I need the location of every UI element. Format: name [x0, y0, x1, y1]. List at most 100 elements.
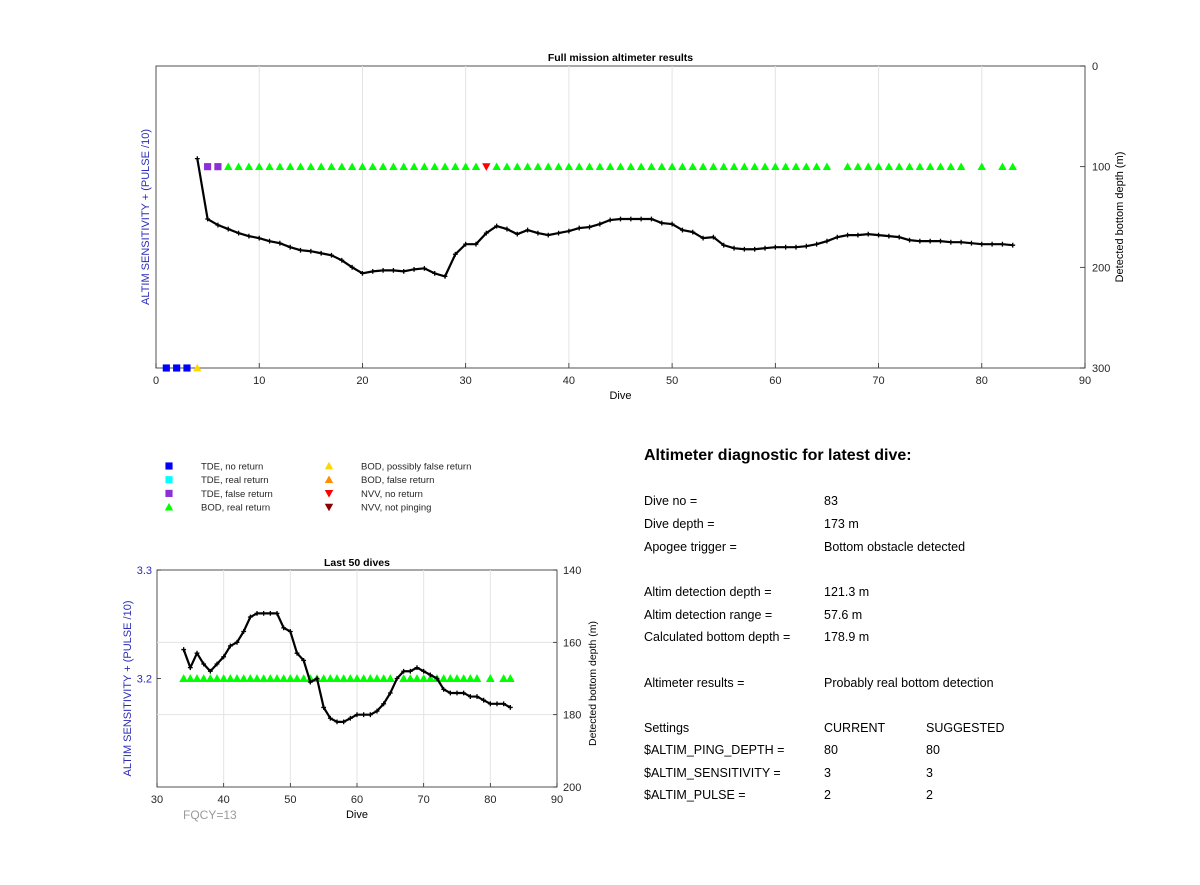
altimeter-marker	[292, 674, 302, 683]
full-mission-depth-point	[917, 238, 923, 244]
altimeter-marker	[199, 674, 209, 683]
full-mission-depth-point	[958, 239, 964, 245]
legend-label: BOD, possibly false return	[361, 462, 471, 473]
altimeter-marker	[485, 674, 495, 683]
last-50-x-label: Dive	[346, 809, 368, 821]
settings-header-label: Settings	[644, 721, 690, 735]
full-mission-depth-point	[762, 245, 768, 251]
altimeter-marker	[359, 674, 369, 683]
legend-swatch	[165, 462, 173, 470]
x-tick-label: 40	[563, 375, 575, 387]
full-mission-depth-point	[504, 226, 510, 232]
y-tick-label: 300	[1092, 363, 1110, 375]
altimeter-marker	[272, 674, 282, 683]
altimeter-marker	[499, 674, 509, 683]
full-mission-depth-point	[566, 228, 572, 234]
altimeter-marker	[482, 163, 491, 171]
last-50-depth-point	[494, 701, 500, 707]
x-tick-label: 0	[153, 375, 159, 387]
full-mission-depth-point	[969, 240, 974, 246]
altimeter-marker	[864, 162, 873, 171]
x-tick-label: 80	[484, 794, 496, 806]
altimeter-marker	[389, 162, 398, 171]
y-tick-label: 0	[1092, 61, 1098, 73]
full-mission-depth-point	[896, 234, 902, 240]
altimeter-marker	[719, 162, 728, 171]
last-50-series	[179, 611, 515, 725]
last-50-depth-point	[241, 629, 247, 634]
full-mission-depth-point	[360, 270, 365, 276]
x-tick-label: 20	[356, 375, 368, 387]
last-50-depth-point	[421, 668, 427, 674]
full-mission-depth-point	[659, 220, 665, 226]
last-50-x-axis: 30 40 50 60 70 80 90	[151, 783, 563, 806]
altimeter-marker	[352, 674, 362, 683]
altimeter-marker	[492, 162, 501, 171]
altimeter-marker	[791, 162, 801, 171]
last-50-depth-point	[281, 625, 287, 631]
x-tick-label: 90	[1079, 375, 1091, 387]
last-50-depth-point	[234, 639, 240, 645]
altimeter-marker	[327, 162, 336, 171]
full-mission-depth-point	[411, 266, 417, 272]
full-mission-depth-point	[298, 247, 303, 253]
diag-value-altimeter-results: Probably real bottom detection	[824, 676, 994, 690]
altimeter-marker	[605, 162, 615, 171]
legend-swatch	[324, 461, 334, 470]
x-tick-label: 90	[551, 794, 563, 806]
altimeter-marker	[399, 674, 409, 683]
full-mission-depth-point	[865, 231, 871, 237]
last-50-depth-point	[387, 690, 393, 696]
altimeter-marker	[409, 162, 419, 171]
altimeter-marker	[252, 674, 262, 683]
altimeter-marker	[956, 162, 966, 171]
full-mission-depth-point	[803, 243, 809, 249]
full-mission-depth-point	[463, 241, 469, 247]
last-50-depth-point	[207, 668, 213, 674]
altimeter-marker	[471, 162, 481, 171]
last-50-depth-point	[367, 712, 373, 718]
left-y-tick-label: 3.3	[137, 565, 152, 577]
altimeter-marker	[853, 162, 863, 171]
altimeter-marker	[657, 162, 666, 171]
altimeter-marker	[884, 162, 894, 171]
legend-swatch	[324, 490, 334, 498]
last-50-depth-point	[481, 697, 487, 703]
altimeter-marker	[513, 162, 522, 171]
altimeter-marker	[244, 162, 254, 171]
full-mission-depth-point	[452, 251, 458, 257]
altimeter-marker	[399, 162, 408, 171]
last-50-depth-point	[427, 672, 433, 678]
diag-value-detection-depth: 121.3 m	[824, 585, 870, 599]
altimeter-marker	[379, 674, 389, 683]
altimeter-marker	[698, 162, 708, 171]
last-50-depth-point	[401, 668, 407, 674]
diagnostic-title: Altimeter diagnostic for latest dive:	[644, 447, 912, 464]
altimeter-marker	[162, 364, 170, 372]
altimeter-marker	[259, 674, 269, 683]
full-mission-depth-point	[669, 221, 675, 227]
diag-label-calculated-depth: Calculated bottom depth =	[644, 630, 791, 644]
altimeter-marker	[212, 674, 222, 683]
last-50-depth-point	[374, 708, 380, 714]
altimeter-marker	[740, 162, 749, 171]
legend-label: BOD, real return	[201, 503, 270, 514]
full-mission-depth-point	[267, 238, 272, 244]
diag-value-apogee-trigger: Bottom obstacle detected	[824, 540, 966, 554]
setting-label-pulse: $ALTIM_PULSE =	[644, 788, 746, 802]
altimeter-marker	[285, 162, 295, 171]
altimeter-marker	[750, 162, 759, 171]
last-50-depth-point	[314, 676, 320, 681]
altimeter-marker	[729, 162, 739, 171]
altimeter-marker	[306, 162, 316, 171]
legend-swatch	[164, 502, 174, 511]
left-y-tick-label: 3.2	[137, 674, 152, 686]
altimeter-marker	[319, 674, 329, 683]
last-50-depth-point	[467, 694, 473, 699]
x-tick-label: 70	[872, 375, 884, 387]
legend-label: TDE, no return	[201, 462, 263, 473]
full-mission-depth-point	[576, 225, 582, 231]
full-mission-depth-point	[494, 223, 500, 229]
altimeter-marker	[337, 162, 346, 171]
